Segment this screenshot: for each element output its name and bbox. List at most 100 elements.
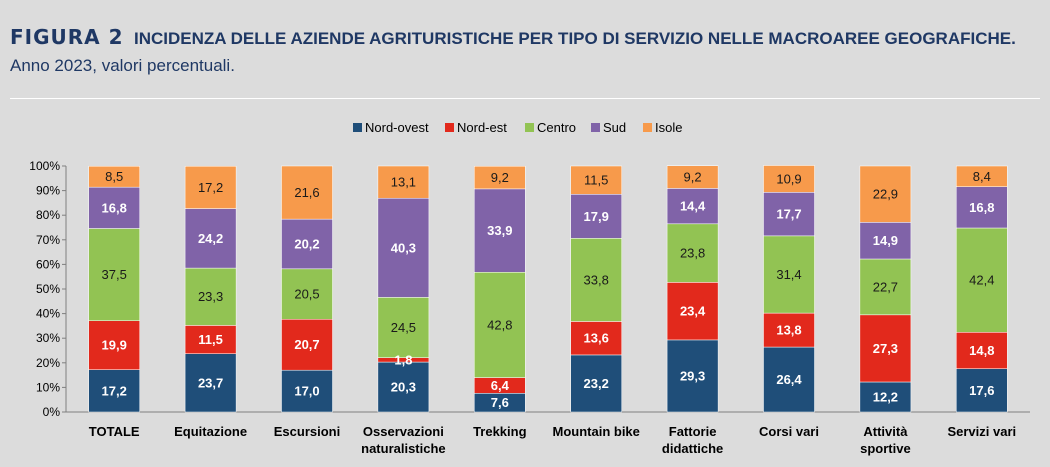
data-label: 14,4 <box>680 199 706 214</box>
legend-label: Sud <box>603 120 626 135</box>
data-label: 11,5 <box>198 332 223 347</box>
y-tick-label: 40% <box>36 307 60 321</box>
data-label: 27,3 <box>873 341 898 356</box>
data-label: 17,2 <box>198 180 223 195</box>
bar-segment-isole <box>281 165 333 220</box>
data-label: 20,7 <box>294 337 319 352</box>
bar-segment-isole <box>184 165 237 209</box>
category-labels: TOTALE Equitazione Escursioni Osservazioni n… <box>89 424 1016 456</box>
y-tick-label: 50% <box>36 282 60 296</box>
data-label: 8,5 <box>105 169 123 184</box>
data-label: 17,7 <box>776 207 801 222</box>
data-label: 22,9 <box>873 187 898 202</box>
legend-label: Centro <box>537 120 576 135</box>
category-label: Fattorie <box>669 424 717 439</box>
figure-label: FIGURA 2 <box>10 25 124 49</box>
data-label: 13,8 <box>776 323 801 338</box>
bar-segment-nord-ovest <box>281 369 333 413</box>
data-label: 16,8 <box>969 200 994 215</box>
category-label: TOTALE <box>89 424 140 439</box>
bar-segment-nord-ovest <box>763 346 815 413</box>
data-label: 12,2 <box>873 389 898 404</box>
bar-segment-centro <box>763 235 815 314</box>
bar-segment-isole <box>474 165 526 190</box>
legend-label: Nord-est <box>457 120 507 135</box>
category-label: Mountain bike <box>553 424 640 439</box>
bar-segment-sud <box>474 188 526 273</box>
legend-swatch <box>525 123 534 132</box>
bar-segment-sud <box>956 186 1008 229</box>
bar-segment-nord-est <box>184 325 237 354</box>
y-tick-label: 80% <box>36 208 60 222</box>
data-label: 6,4 <box>491 378 510 393</box>
data-label: 37,5 <box>102 267 127 282</box>
bar-segment-sud <box>281 218 333 270</box>
y-tick-label: 10% <box>36 380 60 394</box>
bar-segment-sud <box>184 208 237 269</box>
bar-segment-nord-ovest <box>88 369 140 413</box>
legend-swatch <box>353 123 362 132</box>
bar-segment-isole <box>88 165 140 188</box>
bar-segment-isole <box>956 165 1008 187</box>
bar-segment-sud <box>377 197 430 298</box>
data-label: 17,0 <box>294 384 319 399</box>
y-tick-label: 90% <box>36 184 60 198</box>
data-label: 40,3 <box>391 240 416 255</box>
bar-segment-isole <box>570 165 622 195</box>
data-label: 42,8 <box>487 317 512 332</box>
data-label: 23,2 <box>584 376 609 391</box>
data-label: 31,4 <box>776 267 801 282</box>
data-label: 1,8 <box>394 352 412 367</box>
data-label: 17,9 <box>584 209 609 224</box>
data-label: 33,9 <box>487 223 512 238</box>
bar-segment-nord-est <box>956 332 1008 369</box>
data-label: 20,3 <box>391 380 416 395</box>
bar-segment-centro <box>956 227 1008 333</box>
bar-segment-nord-ovest <box>377 361 430 413</box>
data-label: 9,2 <box>684 170 702 185</box>
data-label: 29,3 <box>680 368 705 383</box>
category-label: Trekking <box>473 424 527 439</box>
legend-label: Isole <box>655 120 682 135</box>
bar-segment-nord-est <box>281 319 333 371</box>
data-label: 9,2 <box>491 170 509 185</box>
chart-subtitle: Anno 2023, valori percentuali. <box>10 56 235 75</box>
bar-segment-sud <box>570 194 622 239</box>
category-label: Osservazioni <box>363 424 444 439</box>
y-tick-label: 60% <box>36 257 60 271</box>
data-label: 14,8 <box>969 343 994 358</box>
bar-segment-centro <box>281 268 333 320</box>
data-label: 17,6 <box>969 383 994 398</box>
data-label: 24,5 <box>391 320 416 335</box>
bar-segment-isole <box>377 165 430 199</box>
bars: 17,2 19,9 37,5 16,8 8,5 23,7 11,5 23,3 24,2 17,2 1… <box>88 165 1008 413</box>
header-divider <box>10 98 1040 99</box>
bar-segment-nord-ovest <box>184 353 237 413</box>
bar-segment-centro <box>570 238 622 322</box>
category-label: Equitazione <box>174 424 247 439</box>
data-label: 13,6 <box>584 331 609 346</box>
category-label: Escursioni <box>274 424 340 439</box>
data-label: 23,8 <box>680 246 705 261</box>
bar-segment-sud <box>763 192 815 237</box>
bar-segment-centro <box>377 297 430 358</box>
data-label: 14,9 <box>873 233 898 248</box>
legend-swatch <box>643 123 652 132</box>
legend-label: Nord-ovest <box>365 120 429 135</box>
data-label: 13,1 <box>391 175 416 190</box>
bar-segment-isole <box>859 165 912 223</box>
bar-segment-centro <box>859 258 912 316</box>
data-label: 23,3 <box>198 289 223 304</box>
data-label: 20,5 <box>294 287 319 302</box>
category-label: Corsi vari <box>759 424 819 439</box>
bar-segment-centro <box>474 272 526 378</box>
data-label: 33,8 <box>584 272 609 287</box>
data-label: 24,2 <box>198 231 223 246</box>
bar-segment-centro <box>666 223 719 283</box>
data-label: 20,2 <box>294 236 319 251</box>
data-label: 8,4 <box>973 169 991 184</box>
y-tick-label: 30% <box>36 331 60 345</box>
category-label: Attività <box>863 424 908 439</box>
category-label: Servizi vari <box>947 424 1016 439</box>
